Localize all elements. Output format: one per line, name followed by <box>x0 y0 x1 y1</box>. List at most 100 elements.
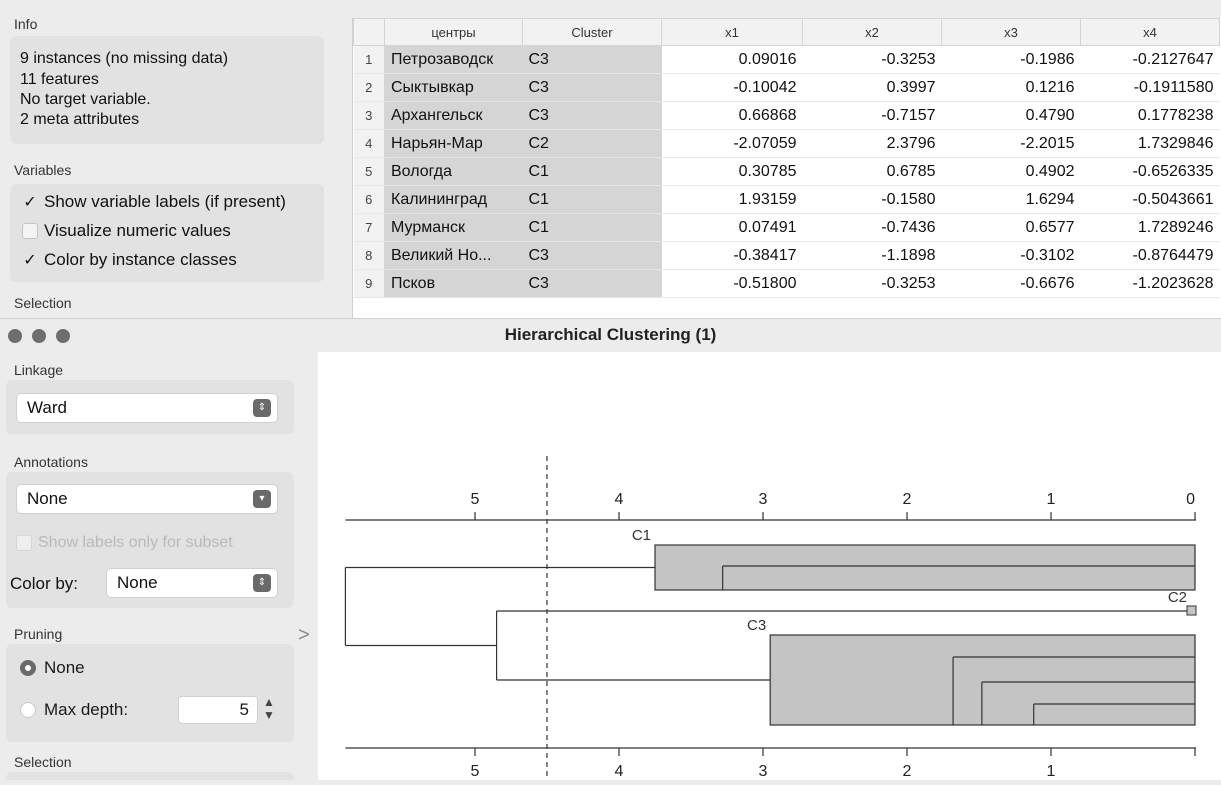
table-row[interactable]: 7 Мурманск C1 0.07491 -0.7436 0.6577 1.7289246 <box>353 213 1220 242</box>
info-meta: 2 meta attributes <box>20 111 140 128</box>
collapse-panel-icon[interactable]: > <box>298 624 310 646</box>
cluster-cell[interactable]: C3 <box>522 269 662 298</box>
value-cell[interactable]: -2.07059 <box>661 129 803 158</box>
top-axis-tick-label: 3 <box>759 491 768 508</box>
max-depth-input[interactable]: 5 <box>178 696 258 724</box>
column-header[interactable]: центры <box>384 18 523 46</box>
cluster-cell[interactable]: C1 <box>522 157 662 186</box>
value-cell[interactable]: -0.10042 <box>661 73 803 102</box>
table-row[interactable]: 4 Нарьян-Мар C2 -2.07059 2.3796 -2.2015 1.7329… <box>353 129 1220 158</box>
value-cell[interactable]: 1.7329846 <box>1080 129 1220 158</box>
annotations-select[interactable]: None ▾ <box>16 484 278 514</box>
value-cell[interactable]: -0.3253 <box>802 45 942 74</box>
value-cell[interactable]: -0.51800 <box>661 269 803 298</box>
value-cell[interactable]: 1.93159 <box>661 185 803 214</box>
column-header[interactable]: x3 <box>941 18 1081 46</box>
table-row[interactable]: 6 Калининград C1 1.93159 -0.1580 1.6294 -0.504… <box>353 185 1220 214</box>
value-cell[interactable]: -0.2127647 <box>1080 45 1220 74</box>
cluster-cell[interactable]: C3 <box>522 241 662 270</box>
column-header[interactable]: x2 <box>802 18 942 46</box>
city-cell[interactable]: Нарьян-Мар <box>384 129 523 158</box>
column-header[interactable]: x1 <box>661 18 803 46</box>
city-cell[interactable]: Вологда <box>384 157 523 186</box>
table-row[interactable]: 3 Архангельск C3 0.66868 -0.7157 0.4790 0.1778… <box>353 101 1220 130</box>
row-number: 2 <box>353 73 385 102</box>
cluster-cell[interactable]: C1 <box>522 213 662 242</box>
up-down-chevron-icon[interactable]: ⇕ <box>253 574 271 592</box>
value-cell[interactable]: 0.30785 <box>661 157 803 186</box>
value-cell[interactable]: -0.3253 <box>802 269 942 298</box>
value-cell[interactable]: 2.3796 <box>802 129 942 158</box>
city-cell[interactable]: Великий Но... <box>384 241 523 270</box>
close-window-icon[interactable] <box>8 329 22 343</box>
table-row[interactable]: 2 Сыктывкар C3 -0.10042 0.3997 0.1216 -0.19115… <box>353 73 1220 102</box>
value-cell[interactable]: -0.8764479 <box>1080 241 1220 270</box>
minimize-window-icon[interactable] <box>32 329 46 343</box>
data-table-sidebar: Info 9 instances (no missing data) 11 fe… <box>0 0 340 318</box>
color-by-classes-option[interactable]: ✓ Color by instance classes <box>22 250 236 270</box>
visualize-numeric-option[interactable]: Visualize numeric values <box>22 221 231 241</box>
cluster-cell[interactable]: C3 <box>522 73 662 102</box>
value-cell[interactable]: 0.07491 <box>661 213 803 242</box>
dendrogram-chart[interactable]: 5 4 3 2 1 0 5 4 3 2 1 C1 C2 C3 <box>318 352 1221 780</box>
hc-title-bar: Hierarchical Clustering (1) <box>0 318 1221 353</box>
value-cell[interactable]: -0.7157 <box>802 101 942 130</box>
table-row[interactable]: 1 Петрозаводск C3 0.09016 -0.3253 -0.1986 -0.2… <box>353 45 1220 74</box>
pruning-max-depth-radio[interactable] <box>20 702 36 718</box>
show-variable-labels-option[interactable]: ✓ Show variable labels (if present) <box>22 192 286 212</box>
value-cell[interactable]: -2.2015 <box>941 129 1081 158</box>
value-cell[interactable]: 0.6577 <box>941 213 1081 242</box>
linkage-select[interactable]: Ward ⇕ <box>16 393 278 423</box>
value-cell[interactable]: -0.6676 <box>941 269 1081 298</box>
unchecked-box-icon[interactable] <box>22 223 38 239</box>
value-cell[interactable]: -0.6526335 <box>1080 157 1220 186</box>
value-cell[interactable]: -0.5043661 <box>1080 185 1220 214</box>
value-cell[interactable]: 0.6785 <box>802 157 942 186</box>
up-down-chevron-icon[interactable]: ⇕ <box>253 399 271 417</box>
value-cell[interactable]: -0.1580 <box>802 185 942 214</box>
value-cell[interactable]: -1.2023628 <box>1080 269 1220 298</box>
cluster-cell[interactable]: C3 <box>522 101 662 130</box>
pruning-none-radio[interactable] <box>20 660 36 676</box>
column-header[interactable]: x4 <box>1080 18 1220 46</box>
value-cell[interactable]: -0.7436 <box>802 213 942 242</box>
cluster-cell[interactable]: C1 <box>522 185 662 214</box>
data-table[interactable]: центры Cluster x1 x2 x3 x4 1 Петрозаводск… <box>352 18 1221 318</box>
column-header[interactable]: Cluster <box>522 18 662 46</box>
value-cell[interactable]: -0.1986 <box>941 45 1081 74</box>
cluster-cell[interactable]: C2 <box>522 129 662 158</box>
dendrogram-view[interactable]: 5 4 3 2 1 0 5 4 3 2 1 C1 C2 C3 <box>318 352 1221 780</box>
value-cell[interactable]: -1.1898 <box>802 241 942 270</box>
cluster-cell[interactable]: C3 <box>522 45 662 74</box>
value-cell[interactable]: 0.1778238 <box>1080 101 1220 130</box>
spinner-arrows-icon[interactable]: ▲ ▼ <box>263 695 275 722</box>
checkmark-icon[interactable]: ✓ <box>23 252 37 269</box>
value-cell[interactable]: 0.09016 <box>661 45 803 74</box>
city-cell[interactable]: Калининград <box>384 185 523 214</box>
value-cell[interactable]: 1.6294 <box>941 185 1081 214</box>
value-cell[interactable]: -0.1911580 <box>1080 73 1220 102</box>
value-cell[interactable]: 0.4902 <box>941 157 1081 186</box>
city-cell[interactable]: Псков <box>384 269 523 298</box>
value-cell[interactable]: -0.38417 <box>661 241 803 270</box>
color-by-select[interactable]: None ⇕ <box>106 568 278 598</box>
show-labels-subset-option[interactable]: Show labels only for subset <box>16 534 233 552</box>
value-cell[interactable]: 0.66868 <box>661 101 803 130</box>
checkmark-icon[interactable]: ✓ <box>23 194 37 211</box>
value-cell[interactable]: 0.3997 <box>802 73 942 102</box>
chevron-down-icon[interactable]: ▾ <box>253 490 271 508</box>
unchecked-box-icon[interactable] <box>16 535 32 551</box>
city-cell[interactable]: Сыктывкар <box>384 73 523 102</box>
city-cell[interactable]: Архангельск <box>384 101 523 130</box>
value-cell[interactable]: 0.1216 <box>941 73 1081 102</box>
city-cell[interactable]: Мурманск <box>384 213 523 242</box>
table-row[interactable]: 9 Псков C3 -0.51800 -0.3253 -0.6676 -1.2023628 <box>353 269 1220 298</box>
value-cell[interactable]: 1.7289246 <box>1080 213 1220 242</box>
zoom-window-icon[interactable] <box>56 329 70 343</box>
value-cell[interactable]: 0.4790 <box>941 101 1081 130</box>
variables-box: ✓ Show variable labels (if present) Visu… <box>10 184 324 282</box>
table-row[interactable]: 5 Вологда C1 0.30785 0.6785 0.4902 -0.6526335 <box>353 157 1220 186</box>
city-cell[interactable]: Петрозаводск <box>384 45 523 74</box>
table-row[interactable]: 8 Великий Но... C3 -0.38417 -1.1898 -0.3102 -0… <box>353 241 1220 270</box>
value-cell[interactable]: -0.3102 <box>941 241 1081 270</box>
